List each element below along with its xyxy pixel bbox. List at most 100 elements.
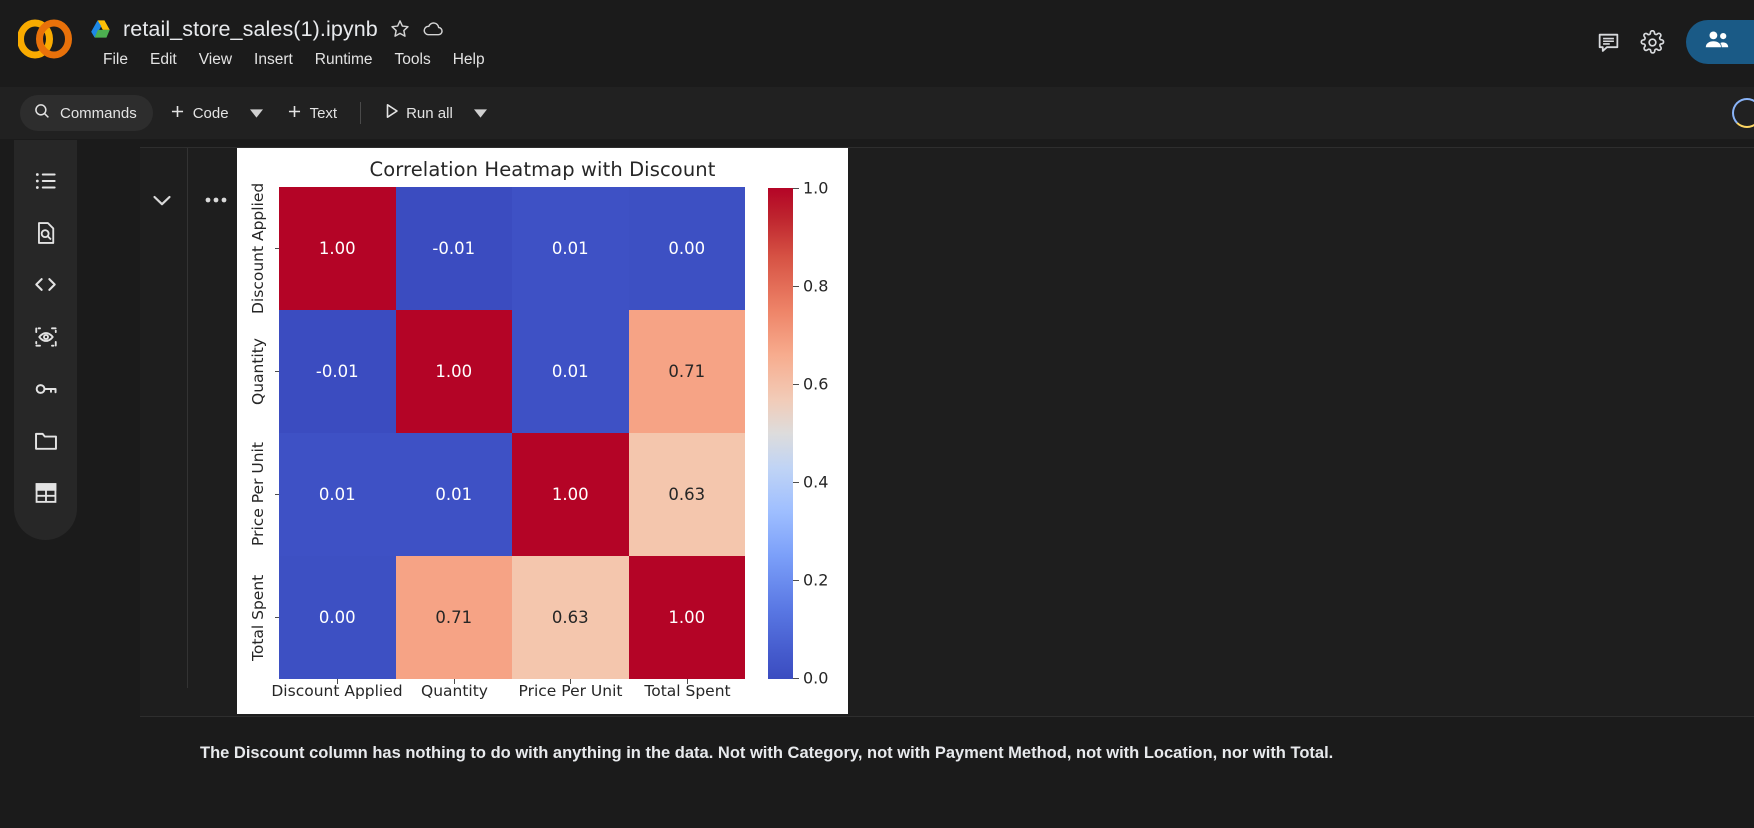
x-tick-mark [687, 679, 688, 684]
x-tick-mark [454, 679, 455, 684]
file-title-row: retail_store_sales(1).ipynb [90, 10, 444, 48]
x-tick-mark [337, 679, 338, 684]
heatmap-cell-2-2: 1.00 [512, 433, 629, 556]
sidebar-item-secrets[interactable] [23, 366, 68, 411]
colorbar-label-0: 1.0 [803, 178, 829, 198]
heatmap-cell-1-2: 0.01 [512, 310, 629, 433]
menu-help[interactable]: Help [452, 51, 485, 68]
notebook-toolbar: Commands Code Text Run all [0, 87, 1754, 139]
x-tick-label-1: Quantity [421, 682, 488, 700]
commands-button[interactable]: Commands [20, 95, 153, 131]
heatmap-grid: 1.00 -0.01 0.01 0.00 -0.01 1.00 0.01 0.71 0.01 0.… [279, 187, 745, 679]
sidebar-item-find-and-replace[interactable] [23, 210, 68, 255]
run-all-button[interactable]: Run all [375, 96, 462, 130]
run-all-caret-icon[interactable] [468, 96, 494, 130]
top-right-actions [1586, 14, 1754, 70]
add-code-cell-button[interactable]: Code [159, 96, 238, 130]
colorbar-tick-mark [793, 580, 799, 581]
heatmap-cell-0-2: 0.01 [512, 187, 629, 310]
menu-tools[interactable]: Tools [394, 51, 431, 68]
y-tick-mark [275, 371, 280, 372]
chart-title: Correlation Heatmap with Discount [369, 158, 716, 181]
markdown-text: The Discount column has nothing to do wi… [200, 744, 1334, 762]
sidebar-item-data-table[interactable] [23, 470, 68, 515]
heatmap-cell-2-0: 0.01 [279, 433, 396, 556]
heatmap-cell-2-3: 0.63 [628, 433, 745, 556]
heatmap-plot-area: 1.00 -0.01 0.01 0.00 -0.01 1.00 0.01 0.71 0.01 0.… [279, 187, 745, 679]
commands-label: Commands [60, 104, 137, 122]
cell-gutter-divider [187, 148, 188, 688]
menu-insert[interactable]: Insert [254, 51, 293, 68]
left-sidebar [14, 140, 77, 540]
star-outline-icon[interactable] [389, 18, 411, 40]
heatmap-cell-0-3: 0.00 [628, 187, 745, 310]
colab-logo-icon[interactable] [17, 19, 72, 59]
colorbar [768, 188, 793, 679]
comment-icon[interactable] [1586, 20, 1630, 64]
sidebar-item-code-snippets[interactable] [23, 262, 68, 307]
colorbar-tick-mark [793, 482, 799, 483]
add-code-label: Code [192, 104, 229, 122]
top-bar: retail_store_sales(1).ipynb File Edit Vi… [0, 0, 1754, 87]
notebook-canvas: Correlation Heatmap with Discount Discou… [77, 139, 1754, 828]
sidebar-item-table-of-contents[interactable] [23, 158, 68, 203]
search-icon [33, 102, 51, 124]
colorbar-tick-mark [793, 188, 799, 189]
add-text-label: Text [309, 104, 338, 122]
heatmap-cell-3-0: 0.00 [279, 556, 396, 679]
heatmap-cell-1-3: 0.71 [628, 310, 745, 433]
y-tick-mark [275, 248, 280, 249]
plus-icon [168, 102, 187, 125]
page-title[interactable]: retail_store_sales(1).ipynb [123, 16, 378, 41]
colorbar-tick-mark [793, 678, 799, 679]
cloud-saved-icon[interactable] [422, 18, 444, 40]
sidebar-item-files[interactable] [23, 418, 68, 463]
correlation-heatmap-figure: Correlation Heatmap with Discount Discou… [237, 148, 848, 714]
x-tick-label-3: Total Spent [644, 682, 731, 700]
heatmap-cell-0-1: -0.01 [395, 187, 512, 310]
cell-more-options-button[interactable] [195, 178, 239, 222]
gemini-circle-icon[interactable] [1732, 98, 1754, 128]
heatmap-cell-3-1: 0.71 [395, 556, 512, 679]
play-triangle-icon [384, 103, 400, 123]
heatmap-cell-1-1: 1.00 [395, 310, 512, 433]
plus-icon [285, 102, 304, 125]
gear-icon[interactable] [1630, 20, 1674, 64]
y-tick-label-1: Quantity [249, 338, 267, 405]
sidebar-item-variable-inspector[interactable] [23, 314, 68, 359]
y-tick-mark [275, 617, 280, 618]
y-tick-mark [275, 494, 280, 495]
x-tick-mark [570, 679, 571, 684]
menu-file[interactable]: File [103, 51, 128, 68]
x-tick-label-0: Discount Applied [271, 682, 403, 700]
menu-runtime[interactable]: Runtime [314, 51, 373, 68]
add-text-cell-button[interactable]: Text [276, 96, 347, 130]
y-tick-label-2: Price Per Unit [249, 442, 267, 547]
heatmap-cell-3-2: 0.63 [512, 556, 629, 679]
colorbar-tick-mark [793, 384, 799, 385]
heatmap-cell-0-0: 1.00 [279, 187, 396, 310]
share-button[interactable] [1686, 20, 1754, 64]
menu-edit[interactable]: Edit [149, 51, 177, 68]
y-tick-label-3: Total Spent [249, 574, 267, 661]
colorbar-label-5: 0.0 [803, 668, 829, 688]
colorbar-tick-mark [793, 286, 799, 287]
colorbar-label-4: 0.2 [803, 570, 829, 590]
colorbar-label-2: 0.6 [803, 374, 829, 394]
colorbar-label-1: 0.8 [803, 276, 829, 296]
markdown-cell[interactable]: The Discount column has nothing to do wi… [140, 739, 1754, 767]
add-code-caret-icon[interactable] [244, 96, 270, 130]
heatmap-cell-2-1: 0.01 [395, 433, 512, 556]
heatmap-cell-3-3: 1.00 [628, 556, 745, 679]
heatmap-cell-1-0: -0.01 [279, 310, 396, 433]
cell-gutter [140, 178, 238, 222]
toolbar-divider [360, 102, 362, 124]
y-tick-label-0: Discount Applied [249, 182, 267, 315]
output-cell[interactable]: Correlation Heatmap with Discount Discou… [140, 147, 1754, 717]
menu-view[interactable]: View [198, 51, 233, 68]
menu-bar: File Edit View Insert Runtime Tools Help [92, 48, 496, 72]
colorbar-label-3: 0.4 [803, 472, 829, 492]
people-icon [1704, 28, 1730, 57]
x-tick-label-2: Price Per Unit [518, 682, 623, 700]
collapse-output-button[interactable] [140, 178, 184, 222]
